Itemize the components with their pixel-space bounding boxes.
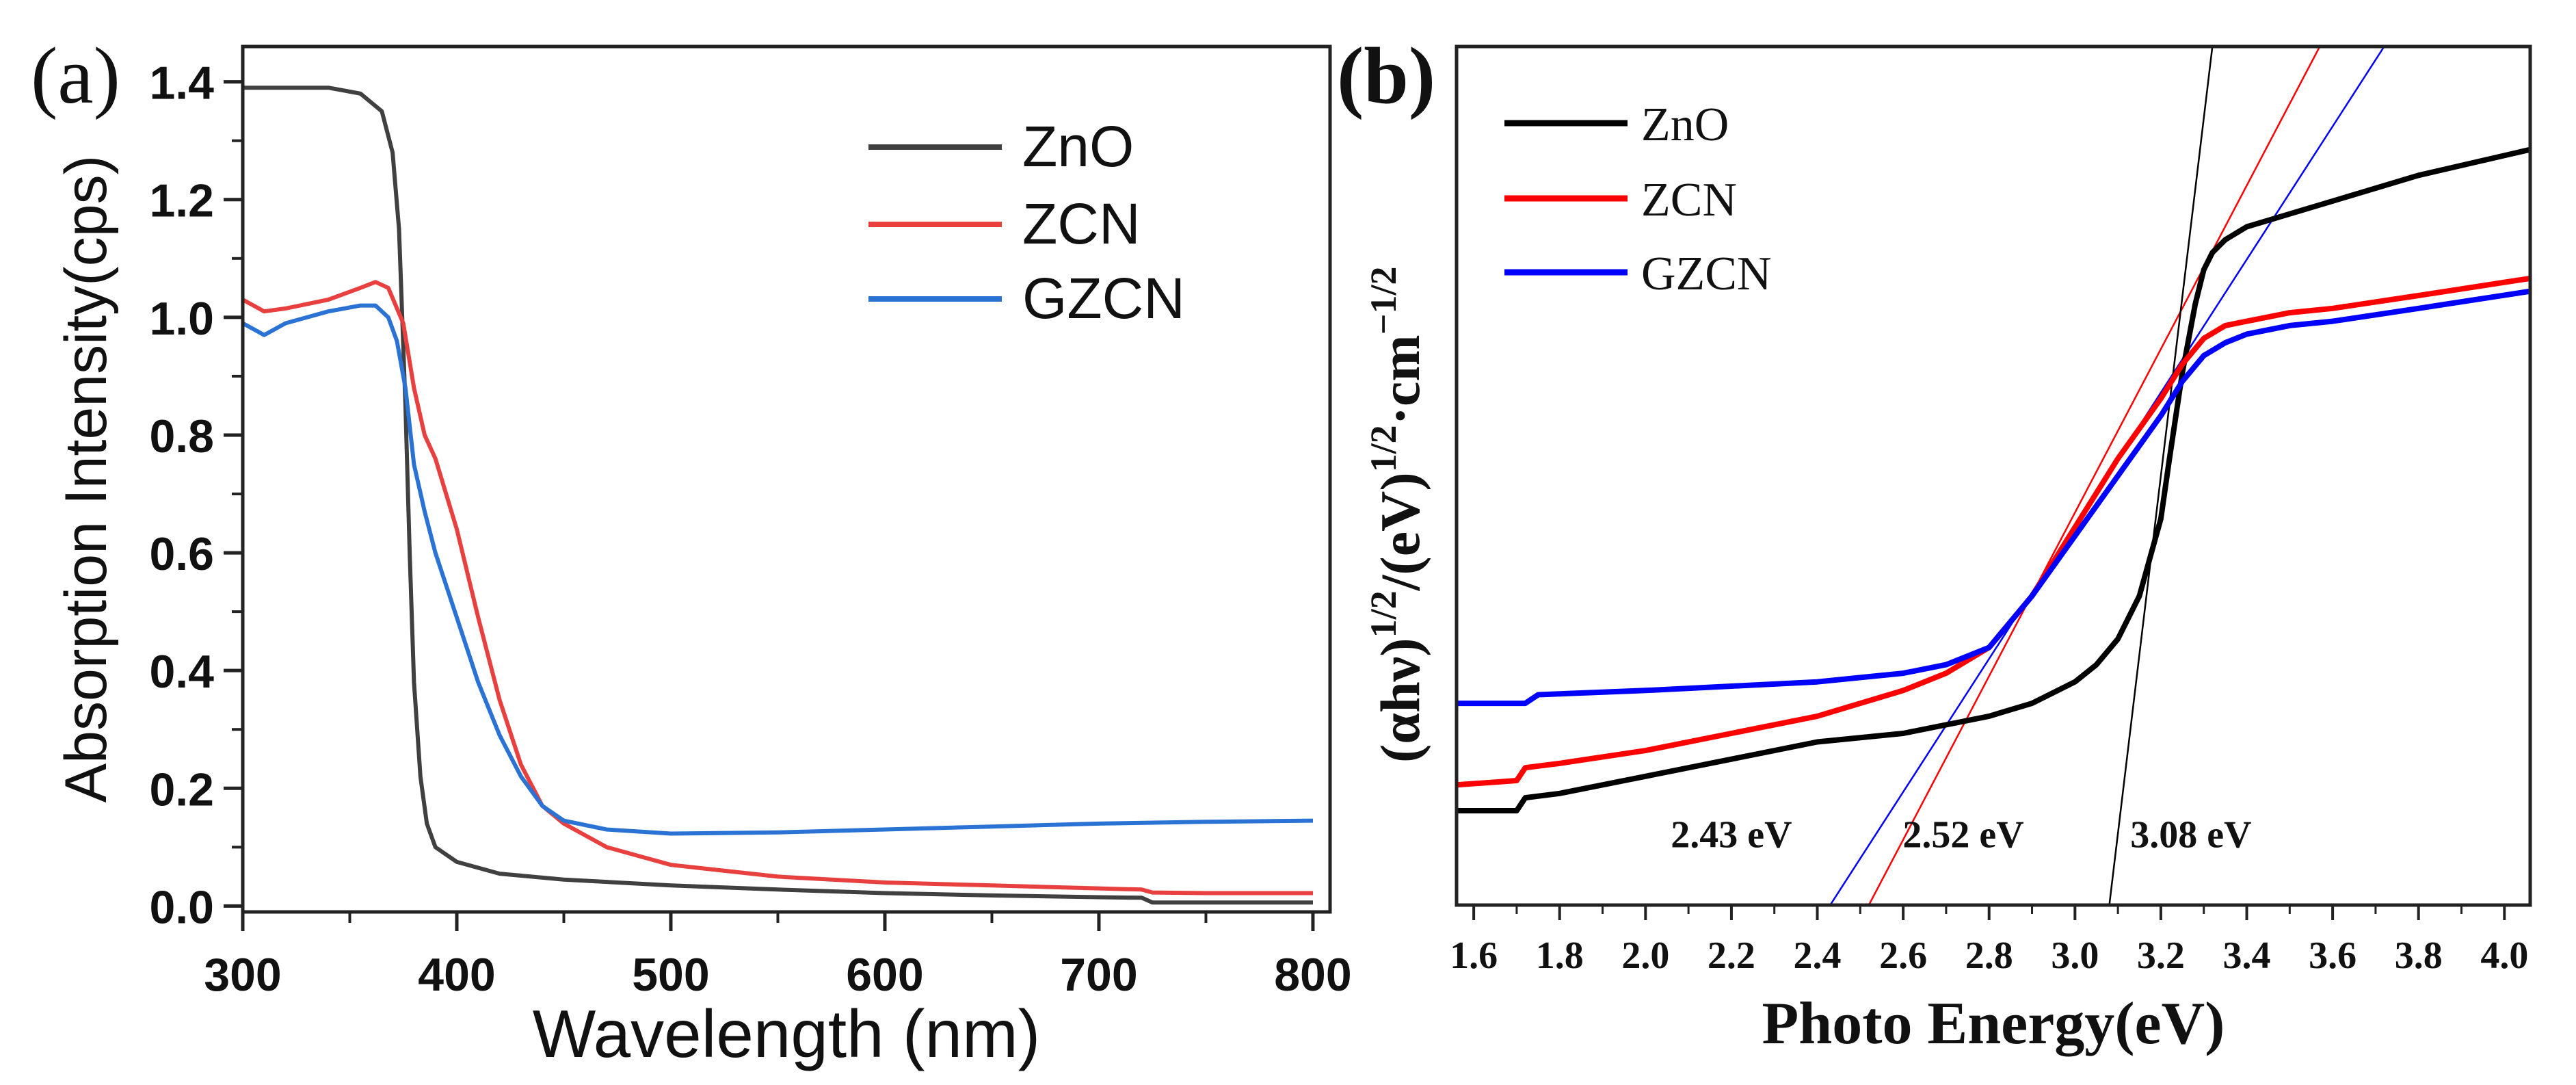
x-tick-label-b: 2.2: [1708, 934, 1755, 977]
panel-a-tick-labels: 300 400 500 600 700 800 0.0 0.2 0.4 0.6 0.8 1.0 1.2 1…: [149, 57, 1351, 1001]
legend-b-zcn-label: ZCN: [1641, 174, 1737, 226]
panel-a-ticks: [224, 80, 1315, 931]
panel-b-x-axis-title: Photo Energy(eV): [1762, 991, 2225, 1057]
legend-b-zno-label: ZnO: [1641, 99, 1729, 151]
panel-b-tick-labels: 1.6 1.8 2.0 2.2 2.4 2.6 2.8 3.0 3.2 3.4 3.6 3.8 4.0: [1450, 934, 2528, 977]
y-title-part-1: (αhν): [1369, 638, 1431, 763]
panel-a-x-axis-title: Wavelength (nm): [533, 996, 1041, 1071]
x-tick-label-b: 2.4: [1794, 934, 1842, 977]
x-tick-label-b: 2.0: [1621, 934, 1669, 977]
y-tick-label-a: 0.6: [149, 528, 214, 580]
x-tick-label-b: 3.0: [2051, 934, 2099, 977]
panel-b-annotations: 2.43 eV 2.52 eV 3.08 eV: [1671, 813, 2251, 856]
tangent-line: [1868, 47, 2321, 905]
x-tick-label-b: 1.8: [1536, 934, 1584, 977]
series-a-zcn: [241, 280, 1313, 896]
x-tick-label-a: 800: [1274, 949, 1351, 1001]
panel-a-series: [241, 86, 1314, 905]
y-tick-label-a: 0.4: [149, 646, 214, 698]
y-title-exp-1: 1/2: [1363, 590, 1404, 638]
panel-b-y-axis-title: (αhν)1/2/(eV)1/2·cm−1/2: [1363, 266, 1431, 763]
x-tick-label-b: 4.0: [2480, 934, 2528, 977]
y-tick-label-a: 0.2: [149, 763, 214, 815]
panel-b-legend: ZnO ZCN GZCN: [1504, 99, 1772, 300]
series-b-zno: [1457, 146, 2530, 813]
x-tick-label-a: 400: [418, 949, 495, 1001]
series-a-gzcn: [241, 303, 1314, 836]
x-tick-label-a: 600: [846, 949, 923, 1001]
band-gap-annotation: 2.43 eV: [1671, 813, 1792, 856]
tangent-line: [2108, 47, 2214, 905]
x-tick-label-b: 1.6: [1450, 934, 1498, 977]
panel-a-legend: ZnO ZCN GZCN: [868, 114, 1185, 330]
x-tick-label-b: 3.8: [2395, 934, 2443, 977]
x-tick-label-b: 3.2: [2137, 934, 2185, 977]
panel-b-plot-area: [1457, 47, 2530, 905]
panel-b-frame: [1455, 44, 2532, 907]
panel-a-y-axis-title: Absorption Intensity(cps): [53, 155, 119, 802]
y-title-part-3: ·cm: [1369, 335, 1431, 425]
panel-b-series: [1457, 146, 2530, 813]
band-gap-annotation: 3.08 eV: [2130, 813, 2251, 856]
y-title-exp-3: −1/2: [1363, 266, 1404, 335]
x-tick-label-a: 700: [1060, 949, 1137, 1001]
panel-b-label: (b): [1337, 31, 1435, 120]
panel-a-frame: [241, 44, 1332, 914]
panel-a-label: (a): [31, 31, 120, 120]
y-tick-label-a: 1.4: [149, 57, 214, 109]
legend-a-zno-label: ZnO: [1022, 114, 1134, 179]
panel-a: (a) 300 400 500 600 700 800 0.0 0.2 0.4 0.6 0.8 1.0…: [31, 31, 1352, 1071]
y-tick-label-a: 1.2: [149, 175, 214, 227]
y-title-exp-2: 1/2: [1363, 425, 1404, 472]
band-gap-annotation: 2.52 eV: [1902, 813, 2023, 856]
x-tick-label-b: 3.4: [2223, 934, 2271, 977]
y-title-part-2: /(eV): [1369, 472, 1431, 591]
y-tick-label-a: 0.0: [149, 881, 214, 933]
x-tick-label-a: 500: [632, 949, 709, 1001]
legend-b-gzcn-label: GZCN: [1641, 248, 1772, 300]
y-tick-label-a: 1.0: [149, 293, 214, 345]
x-tick-label-b: 2.6: [1879, 934, 1927, 977]
panel-b: (b) 1.6 1.8 2.0 2.2 2.4 2.6 2.8 3.0 3.2 3.4 3.6 3.8…: [1337, 31, 2532, 1057]
legend-a-zcn-label: ZCN: [1022, 192, 1141, 256]
x-tick-label-b: 3.6: [2309, 934, 2356, 977]
x-tick-label-a: 300: [204, 949, 281, 1001]
series-a-zno: [243, 86, 1313, 905]
legend-a-gzcn-label: GZCN: [1022, 266, 1185, 330]
series-b-gzcn: [1457, 288, 2530, 707]
x-tick-label-b: 2.8: [1965, 934, 2013, 977]
y-tick-label-a: 0.8: [149, 410, 214, 462]
